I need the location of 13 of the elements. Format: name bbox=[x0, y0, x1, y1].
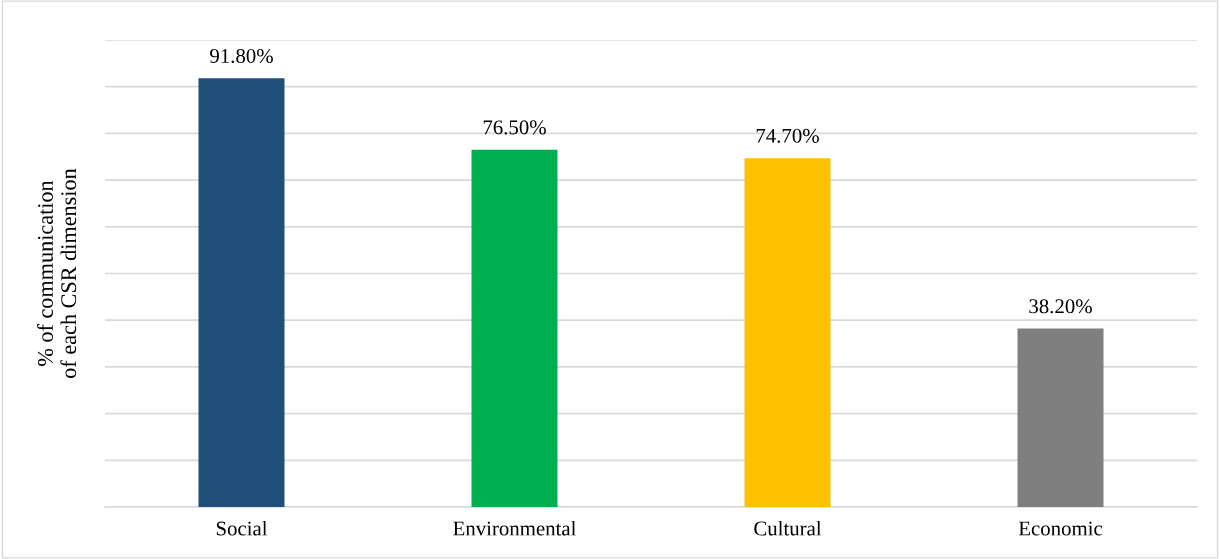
x-tick-label: Cultural bbox=[754, 520, 822, 536]
bar bbox=[1017, 328, 1104, 507]
bar bbox=[471, 149, 558, 507]
x-tick-label: Social bbox=[216, 520, 268, 536]
bar bbox=[744, 158, 831, 507]
x-tick-label: Economic bbox=[1018, 521, 1103, 536]
data-label: 74.70% bbox=[756, 128, 819, 143]
data-label: 91.80% bbox=[210, 48, 273, 64]
bar bbox=[198, 78, 285, 507]
x-tick-label: Environmental bbox=[453, 520, 576, 536]
y-axis-title: % of communication of each CSR dimension bbox=[37, 168, 77, 378]
data-label: 38.20% bbox=[1029, 299, 1092, 314]
data-label: 76.50% bbox=[483, 120, 546, 135]
